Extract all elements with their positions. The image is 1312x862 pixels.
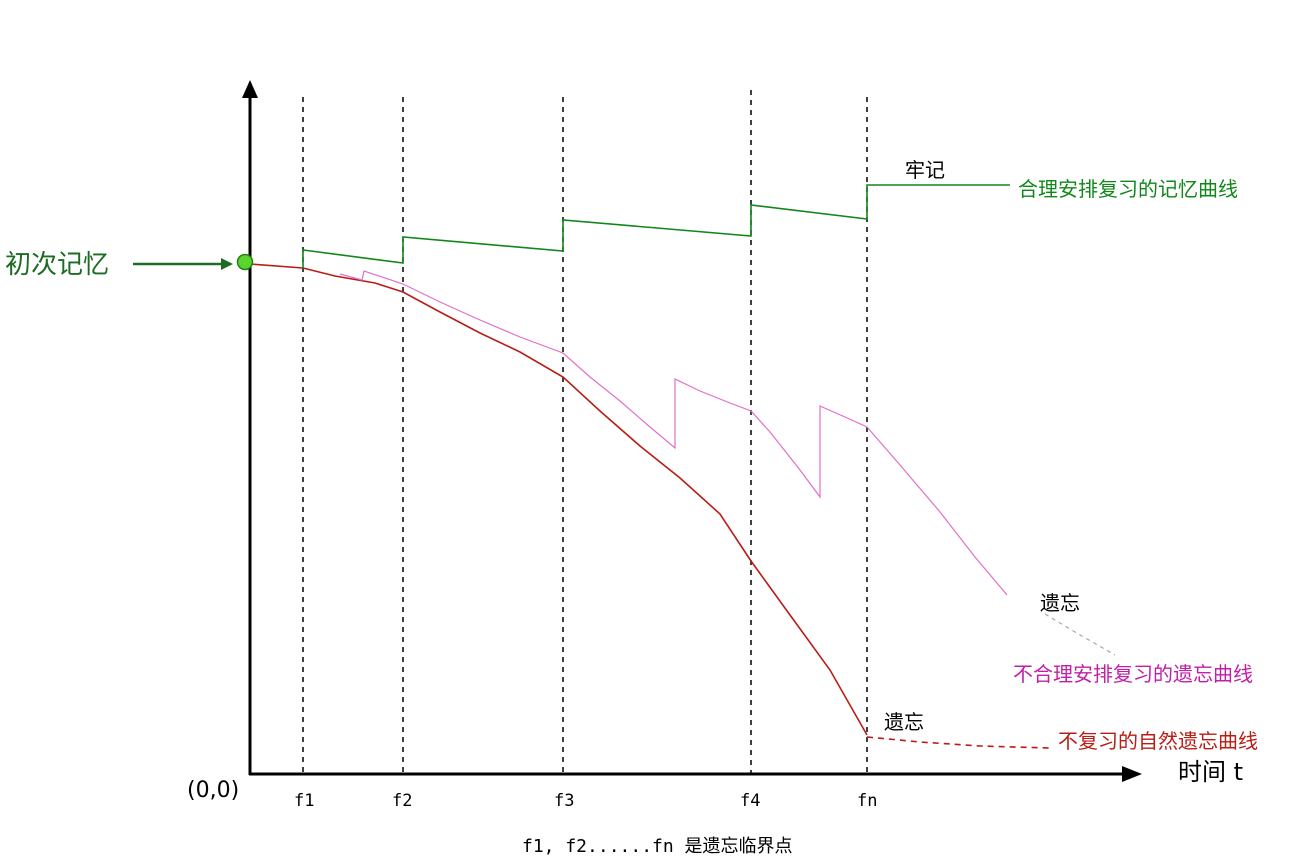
natural-forgetting-curve-tail [866,736,1051,749]
critical-label-f2: f2 [392,791,412,811]
unreasonable-curve-label: 不合理安排复习的遗忘曲线 [1013,662,1253,686]
x-axis-label: 时间 t [1178,758,1243,786]
critical-label-fn: fn [857,791,877,811]
initial-memory-label: 初次记忆 [5,250,109,280]
unreasonable-end-label: 遗忘 [1040,591,1080,615]
critical-point-lines [302,90,868,774]
reasonable-curve-label: 合理安排复习的记忆曲线 [1018,177,1238,201]
natural-forgetting-curve [249,263,868,736]
critical-label-f1: f1 [294,791,314,811]
x-axis-arrow-icon [1122,766,1142,782]
natural-curve-label: 不复习的自然遗忘曲线 [1058,729,1258,753]
reasonable-review-curve [302,184,1010,268]
critical-label-f3: f3 [554,791,574,811]
initial-memory-point-icon [236,253,254,271]
unreasonable-review-curve-tail [1044,613,1116,656]
footnote: f1, f2......fn 是遗忘临界点 [522,836,793,857]
critical-label-f4: f4 [740,791,760,811]
unreasonable-review-curve [339,270,1008,596]
origin-label: (0,0) [187,778,239,803]
y-axis-arrow-icon [242,80,258,98]
reasonable-end-label: 牢记 [905,158,945,182]
critical-point-labels: f1 f2 f3 f4 fn [294,791,877,811]
natural-end-label: 遗忘 [884,710,924,734]
axes [242,80,1142,782]
